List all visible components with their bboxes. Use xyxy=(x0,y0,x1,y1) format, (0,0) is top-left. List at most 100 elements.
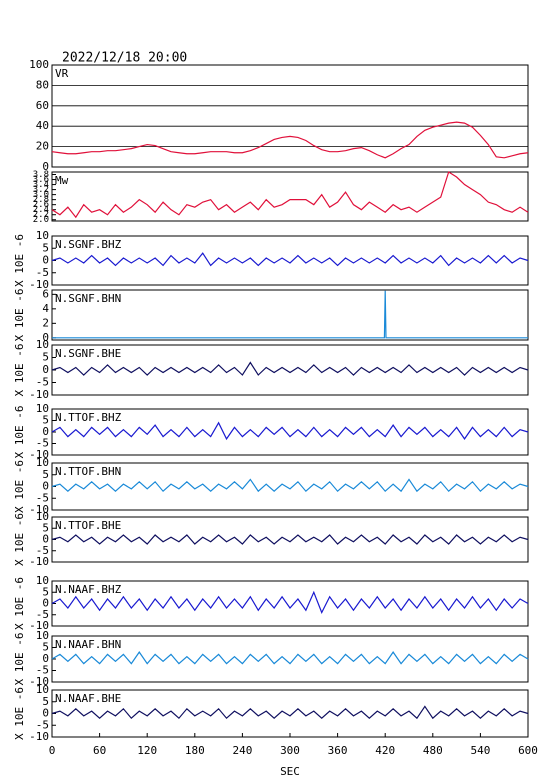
x-tick-label: 180 xyxy=(185,744,205,757)
y-axis-label: X 10E -6 xyxy=(13,344,26,397)
panel-frame xyxy=(51,289,529,341)
panel-label: N.NAAF.BHN xyxy=(55,638,121,651)
trace-line xyxy=(51,171,529,219)
y-tick-label: 6 xyxy=(42,287,49,300)
y-tick-label: -5 xyxy=(36,437,49,450)
panel-frame xyxy=(51,171,529,222)
y-tick-label: 2 xyxy=(42,316,49,329)
y-tick-label: -10 xyxy=(29,730,49,743)
y-tick-label: 4 xyxy=(42,302,49,315)
y-tick-label: -5 xyxy=(36,491,49,504)
y-tick-label: 2.2 xyxy=(33,210,49,220)
y-tick-label: 100 xyxy=(29,58,49,71)
y-tick-label: 5 xyxy=(42,521,49,534)
x-tick-label: 480 xyxy=(423,744,443,757)
y-axis-label: X 10E -6 xyxy=(13,234,26,287)
y-axis-label: X 10E -6 xyxy=(13,513,26,566)
panel-label: N.TTOF.BHE xyxy=(55,519,121,532)
trace-line xyxy=(51,252,529,267)
x-tick-label: 240 xyxy=(232,744,252,757)
y-tick-label: 5 xyxy=(42,414,49,427)
y-tick-label: -5 xyxy=(36,608,49,621)
panel-label: N.SGNF.BHN xyxy=(55,292,121,305)
y-axis-label: X 10E -6 xyxy=(13,289,26,342)
y-tick-label: 0 xyxy=(42,533,49,546)
panel-label: N.SGNF.BHZ xyxy=(55,238,122,251)
trace-line xyxy=(51,705,529,720)
x-tick-label: 600 xyxy=(518,744,538,757)
y-tick-label: 60 xyxy=(36,99,49,112)
y-tick-label: 0 xyxy=(42,363,49,376)
y-tick-label: 0 xyxy=(42,480,49,493)
trace-line xyxy=(51,121,529,159)
y-axis-label: X 10E -6 xyxy=(13,460,26,513)
y-tick-label: 0 xyxy=(42,597,49,610)
trace-line xyxy=(51,361,529,376)
trace-line xyxy=(51,534,529,545)
y-tick-label: 2.0 xyxy=(33,215,49,225)
x-tick-label: 420 xyxy=(375,744,395,757)
y-tick-label: 10 xyxy=(36,683,49,696)
y-tick-label: 5 xyxy=(42,585,49,598)
panel-frame xyxy=(51,408,529,456)
trace-line xyxy=(51,590,529,614)
y-tick-label: -5 xyxy=(36,718,49,731)
y-tick-label: -10 xyxy=(29,503,49,516)
y-tick-label: 5 xyxy=(42,641,49,654)
panel-label: N.TTOF.BHZ xyxy=(55,411,122,424)
x-axis-label: SEC xyxy=(280,765,300,778)
y-tick-label: 5 xyxy=(42,695,49,708)
y-tick-label: -5 xyxy=(36,544,49,557)
y-axis-label: X 10E -6 xyxy=(13,577,26,630)
y-tick-label: 5 xyxy=(42,351,49,364)
y-tick-label: 2.6 xyxy=(33,200,49,210)
y-tick-label: -10 xyxy=(29,619,49,632)
panel-frame xyxy=(51,580,529,627)
y-tick-label: 0 xyxy=(42,425,49,438)
y-tick-label: 3.0 xyxy=(33,190,49,200)
panel-frame xyxy=(51,64,529,168)
panel-frame xyxy=(51,516,529,563)
y-tick-label: 5 xyxy=(42,468,49,481)
y-axis-label: X 10E -6 xyxy=(13,687,26,740)
y-tick-label: 20 xyxy=(36,140,49,153)
y-tick-label: -5 xyxy=(36,266,49,279)
y-tick-label: -10 xyxy=(29,675,49,688)
y-tick-label: 3.6 xyxy=(33,175,49,185)
panel-label: VR xyxy=(55,67,69,80)
y-axis-label: X 10E -6 xyxy=(13,633,26,686)
panel-frame xyxy=(51,344,529,396)
y-tick-label: 40 xyxy=(36,119,49,132)
x-tick-label: 300 xyxy=(280,744,300,757)
x-tick-label: 360 xyxy=(328,744,348,757)
x-tick-label: 60 xyxy=(93,744,106,757)
header-title: 2022/12/18 20:00 xyxy=(62,51,187,66)
y-tick-label: 0 xyxy=(42,652,49,665)
y-tick-label: 5 xyxy=(42,241,49,254)
trace-line xyxy=(51,651,529,665)
trace-line xyxy=(51,478,529,493)
panel-label: N.NAAF.BHE xyxy=(55,692,121,705)
x-tick-label: 120 xyxy=(137,744,157,757)
trace-line xyxy=(51,421,529,441)
panel-frame xyxy=(51,235,529,286)
panel-frame xyxy=(51,689,529,738)
y-tick-label: -10 xyxy=(29,555,49,568)
y-tick-label: 0 xyxy=(42,160,49,173)
y-tick-label: 3.8 xyxy=(33,170,49,180)
panel-label: N.NAAF.BHZ xyxy=(55,583,122,596)
y-tick-label: 10 xyxy=(36,229,49,242)
y-axis-label: X 10E -6 xyxy=(13,406,26,459)
y-tick-label: 10 xyxy=(36,574,49,587)
y-tick-label: 2.8 xyxy=(33,195,49,205)
x-tick-label: 0 xyxy=(49,744,56,757)
trace-line xyxy=(52,290,528,339)
panel-frame xyxy=(51,462,529,511)
panel-label: N.SGNF.BHE xyxy=(55,347,121,360)
y-tick-label: -5 xyxy=(36,376,49,389)
y-tick-label: 80 xyxy=(36,78,49,91)
y-tick-label: 10 xyxy=(36,456,49,469)
y-tick-label: 0 xyxy=(42,707,49,720)
y-tick-label: 3.2 xyxy=(33,185,49,195)
